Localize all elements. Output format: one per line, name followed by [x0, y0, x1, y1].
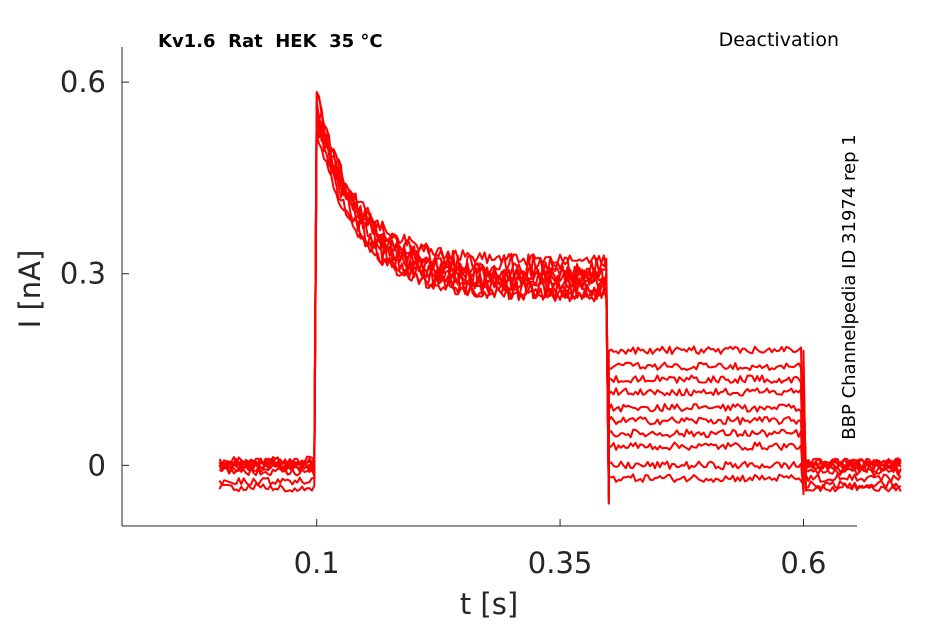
- y-tick-label: 0: [88, 448, 106, 482]
- current-trace: [218, 93, 902, 505]
- trace-group: [218, 90, 902, 505]
- x-tick-label: 0.35: [528, 546, 593, 580]
- x-tick-label: 0.6: [780, 546, 826, 580]
- y-tick-label: 0.3: [60, 257, 106, 291]
- current-trace: [218, 113, 902, 499]
- tick-group: 0.1 0.35 0.6 0 0.3 0.6: [60, 65, 827, 580]
- current-trace: [218, 106, 902, 497]
- y-tick-label: 0.6: [60, 65, 106, 99]
- protocol-label: Deactivation: [719, 29, 839, 51]
- chart-title: Kv1.6 Rat HEK 35 °C: [158, 31, 383, 52]
- current-trace: [218, 119, 902, 505]
- x-axis-label: t [s]: [460, 587, 518, 621]
- current-trace: [218, 113, 902, 494]
- side-id-label: BBP Channelpedia ID 31974 rep 1: [839, 134, 860, 439]
- current-trace: [218, 100, 902, 489]
- x-tick-label: 0.1: [294, 546, 340, 580]
- y-axis-label: I [nA]: [13, 250, 47, 329]
